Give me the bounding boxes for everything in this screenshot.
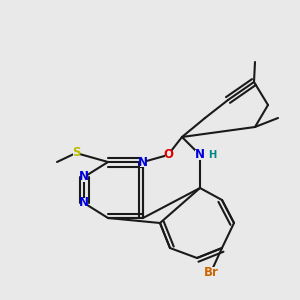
Bar [205,267,218,277]
Bar [195,150,217,160]
Bar [140,157,146,167]
Bar [73,148,79,158]
Text: S: S [72,146,80,160]
Text: O: O [163,148,173,161]
Text: H: H [208,150,216,160]
Bar [165,150,171,160]
Text: Br: Br [204,266,218,278]
Text: N: N [138,155,148,169]
Text: N: N [195,148,205,161]
Bar [81,172,87,182]
Bar [81,198,87,208]
Text: N: N [79,170,89,184]
Text: N: N [79,196,89,209]
